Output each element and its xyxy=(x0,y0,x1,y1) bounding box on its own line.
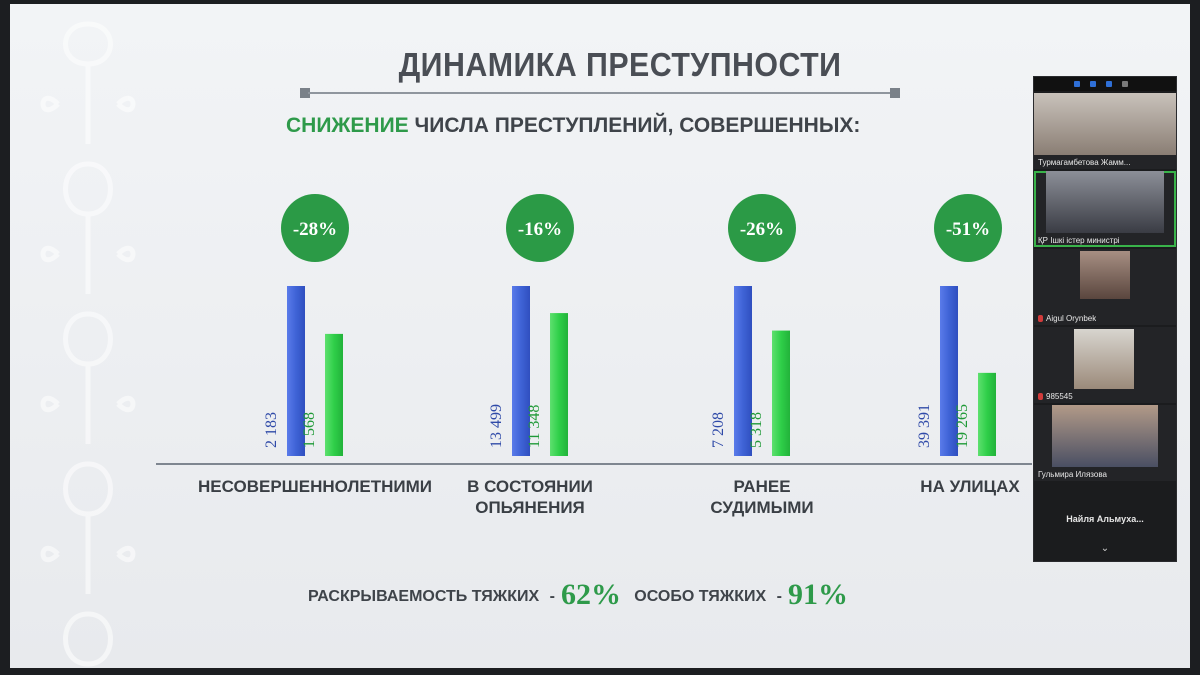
toolbar-dot-icon[interactable] xyxy=(1074,81,1080,87)
footer-value-serious: 62% xyxy=(560,578,621,611)
participant-name-text: Гульмира Илязова xyxy=(1038,470,1107,479)
bar-value-label: 13 499 xyxy=(488,404,505,448)
footer-label-especially: ОСОБО ТЯЖКИХ xyxy=(634,588,767,605)
toolbar-dot-icon[interactable] xyxy=(1090,81,1096,87)
footer-stats: РАСКРЫВАЕМОСТЬ ТЯЖКИХ -62% ОСОБО ТЯЖКИХ … xyxy=(308,578,848,612)
title-divider xyxy=(308,92,893,94)
bar-value-label: 1 568 xyxy=(301,412,318,448)
participant-video xyxy=(1034,93,1176,155)
bar-value-label: 5 318 xyxy=(748,412,765,448)
participant-name: 985545 xyxy=(1038,392,1073,401)
category-label-line: СУДИМЫМИ xyxy=(710,498,814,517)
participant-tile[interactable]: Гульмира Илязова xyxy=(1034,405,1176,481)
bar-before xyxy=(287,286,305,456)
bar-after xyxy=(550,313,568,456)
slide-title: ДИНАМИКА ПРЕСТУПНОСТИ xyxy=(398,46,842,83)
bar-after xyxy=(325,333,343,456)
panel-toolbar xyxy=(1034,77,1176,91)
toolbar-dot-icon[interactable] xyxy=(1122,81,1128,87)
change-badge xyxy=(281,194,349,262)
crime-bar-chart: -28% 2 183 1 568 -16% 13 499 11 348 -26% 7 208 5… xyxy=(156,194,1032,465)
participant-name-text: Aigul Orynbek xyxy=(1046,314,1097,323)
participant-video xyxy=(1046,171,1164,233)
category-label-line: ОПЬЯНЕНИЯ xyxy=(475,498,585,517)
participant-video xyxy=(1074,329,1134,389)
participant-video xyxy=(1080,251,1130,299)
bar-before xyxy=(734,286,752,456)
bar-value-label: 11 348 xyxy=(526,405,543,448)
bar-before xyxy=(940,286,958,456)
title-marker-left xyxy=(300,88,310,98)
participant-name-text: 985545 xyxy=(1046,392,1073,401)
change-badge xyxy=(728,194,796,262)
footer-dash-2: - xyxy=(776,588,782,605)
category-label: НЕСОВЕРШЕННОЛЕТНИМИ xyxy=(180,476,450,497)
title-marker-right xyxy=(890,88,900,98)
bar-value-label: 19 265 xyxy=(954,404,971,448)
category-label-line: В СОСТОЯНИИ xyxy=(467,477,593,496)
category-label-line: РАНЕЕ xyxy=(733,477,791,496)
bar-after xyxy=(978,372,996,456)
footer-label-serious: РАСКРЫВАЕМОСТЬ ТЯЖКИХ xyxy=(308,588,540,605)
change-badge xyxy=(934,194,1002,262)
change-badge xyxy=(506,194,574,262)
bar-before xyxy=(512,286,530,456)
participant-tile[interactable]: Турмагамбетова Жамм... xyxy=(1034,93,1176,169)
category-label-line: НЕСОВЕРШЕННОЛЕТНИМИ xyxy=(198,477,432,496)
participant-video xyxy=(1052,405,1158,467)
change-badge-label: -28% xyxy=(293,219,337,240)
bar-after xyxy=(772,330,790,456)
chevron-down-icon[interactable]: ⌄ xyxy=(1100,543,1110,554)
category-label: РАНЕЕ СУДИМЫМИ xyxy=(682,476,842,518)
subtitle-accent: СНИЖЕНИЕ xyxy=(286,114,409,137)
participant-name: Турмагамбетова Жамм... xyxy=(1038,158,1130,167)
change-badge-label: -51% xyxy=(946,219,990,240)
change-badge-label: -16% xyxy=(518,219,562,240)
category-label: НА УЛИЦАХ xyxy=(890,476,1050,497)
slide-subtitle: СНИЖЕНИЕ ЧИСЛА ПРЕСТУПЛЕНИЙ, СОВЕРШЕННЫХ… xyxy=(10,114,1190,138)
participant-name: Aigul Orynbek xyxy=(1038,314,1096,323)
category-label-line: НА УЛИЦАХ xyxy=(920,477,1020,496)
category-label: В СОСТОЯНИИ ОПЬЯНЕНИЯ xyxy=(450,476,610,518)
ornament-border xyxy=(40,21,136,667)
bar-value-label: 2 183 xyxy=(263,412,280,448)
subtitle-rest: ЧИСЛА ПРЕСТУПЛЕНИЙ, СОВЕРШЕННЫХ: xyxy=(408,114,861,137)
participants-panel: Турмагамбетова Жамм... ҚР Ішкі істер мини… xyxy=(1033,76,1177,562)
presentation-screen: ДИНАМИКА ПРЕСТУПНОСТИ СНИЖЕНИЕ ЧИСЛА ПРЕ… xyxy=(10,4,1190,668)
participant-name: ҚР Ішкі істер министрі xyxy=(1038,236,1120,245)
footer-value-especially: 91% xyxy=(787,578,848,611)
participant-name: Гульмира Илязова xyxy=(1038,470,1107,479)
participant-name-text: ҚР Ішкі істер министрі xyxy=(1038,236,1120,245)
participant-more-name[interactable]: Найля Альмуха... xyxy=(1066,514,1144,524)
participant-tile[interactable]: ҚР Ішкі істер министрі xyxy=(1034,171,1176,247)
bar-value-label: 39 391 xyxy=(916,404,933,448)
muted-mic-icon xyxy=(1038,315,1043,322)
toolbar-dot-icon[interactable] xyxy=(1106,81,1112,87)
footer-dash-1: - xyxy=(549,588,555,605)
participant-tile[interactable]: Aigul Orynbek xyxy=(1034,249,1176,325)
muted-mic-icon xyxy=(1038,393,1043,400)
participant-tile[interactable]: 985545 xyxy=(1034,327,1176,403)
bar-value-label: 7 208 xyxy=(710,412,727,448)
change-badge-label: -26% xyxy=(740,219,784,240)
participant-name-text: Турмагамбетова Жамм... xyxy=(1038,158,1131,167)
